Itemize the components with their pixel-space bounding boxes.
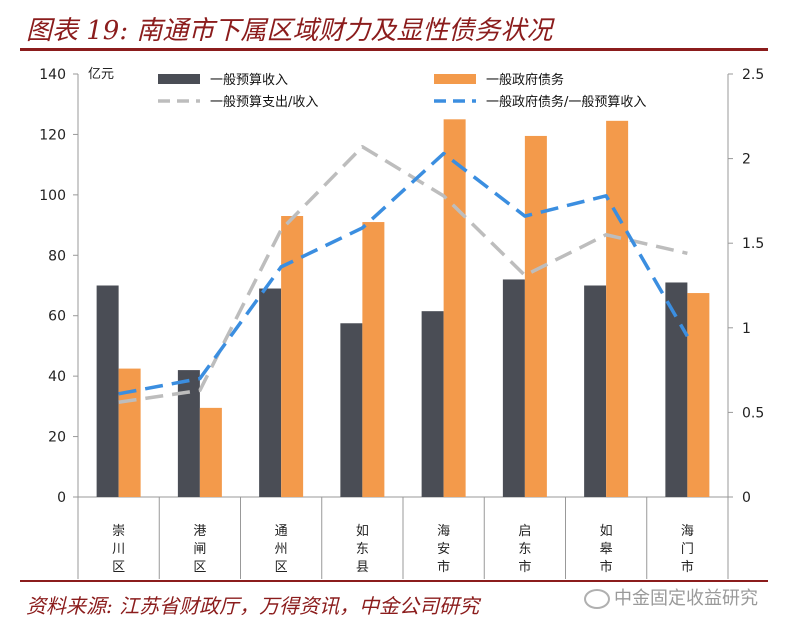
- x-tick-label: 市: [600, 559, 613, 575]
- debt-bar: [281, 216, 304, 497]
- revenue-bar: [177, 370, 200, 497]
- y2-tick-label: 1.5: [742, 236, 764, 252]
- legend-swatch-revenue: [158, 74, 200, 84]
- y-tick-label: 20: [48, 430, 66, 446]
- x-tick-label: 州: [275, 542, 288, 557]
- y-tick-label: 40: [48, 369, 66, 385]
- revenue-bar: [259, 288, 282, 497]
- y-tick-label: 80: [48, 248, 66, 264]
- legend: 一般预算收入 一般政府债务 一般预算支出/收入 一般政府债务/一般预算收入: [158, 72, 646, 110]
- revenue-bar: [502, 279, 525, 497]
- x-tick-label: 区: [275, 560, 288, 575]
- x-tick-label: 海: [437, 524, 450, 539]
- x-tick-label: 县: [356, 560, 369, 575]
- y2-tick-label: 0: [742, 490, 751, 506]
- x-tick-label: 港: [193, 524, 206, 539]
- y2-tick-label: 0.5: [742, 405, 764, 421]
- x-tick-label: 区: [112, 560, 125, 575]
- x-tick-label: 市: [518, 559, 531, 575]
- revenue-bar: [340, 323, 363, 497]
- revenue-bar: [584, 285, 607, 497]
- legend-label-expenditure-ratio: 一般预算支出/收入: [210, 94, 318, 110]
- watermark-text: 中金固定收益研究: [614, 588, 758, 609]
- y-tick-label: 100: [39, 188, 66, 204]
- debt-ratio-line: [118, 151, 689, 396]
- debt-bar: [606, 120, 629, 497]
- x-tick-label: 东: [356, 542, 369, 557]
- y2-tick-label: 2.5: [742, 67, 764, 83]
- expenditure-ratio-line: [118, 145, 688, 404]
- x-tick-label: 皋: [600, 542, 613, 557]
- x-tick-label: 闸: [193, 542, 206, 557]
- x-tick-label: 通: [275, 524, 288, 539]
- figure-title: 图表 19: 南通市下属区域财力及显性债务状况: [26, 16, 553, 46]
- debt-bar: [524, 135, 547, 498]
- y2-tick-label: 2: [742, 152, 751, 168]
- x-tick-label: 崇: [112, 524, 125, 539]
- y2-tick-label: 1: [742, 321, 751, 337]
- y-tick-label: 120: [39, 127, 66, 143]
- debt-bar: [199, 407, 222, 497]
- x-tick-label: 安: [437, 542, 450, 557]
- debt-bar: [118, 368, 141, 497]
- debt-bar: [687, 293, 710, 497]
- y-tick-label: 140: [39, 67, 66, 83]
- legend-label-debt-ratio: 一般政府债务/一般预算收入: [486, 94, 646, 110]
- revenue-bar: [96, 285, 119, 497]
- x-tick-label: 川: [112, 542, 125, 557]
- legend-swatch-debt: [434, 74, 476, 84]
- legend-label-debt: 一般政府债务: [486, 72, 564, 88]
- y-axis-unit-label: 亿元: [88, 67, 114, 82]
- legend-label-revenue: 一般预算收入: [210, 72, 288, 88]
- y-tick-label: 0: [57, 490, 66, 506]
- x-tick-label: 市: [681, 559, 694, 575]
- y-tick-label: 60: [48, 309, 66, 325]
- wechat-icon: [584, 589, 610, 609]
- x-tick-label: 市: [437, 559, 450, 575]
- watermark: 中金固定收益研究: [584, 584, 758, 610]
- revenue-bar: [421, 311, 444, 497]
- revenue-bar: [665, 282, 688, 497]
- debt-bar: [443, 119, 466, 498]
- source-note: 资料来源: 江苏省财政厅，万得资讯，中金公司研究: [26, 594, 480, 618]
- debt-bar: [362, 222, 385, 498]
- x-tick-label: 东: [518, 542, 531, 557]
- x-tick-label: 如: [600, 523, 613, 539]
- x-tick-label: 如: [356, 523, 369, 539]
- x-tick-label: 启: [518, 524, 531, 539]
- x-tick-label: 门: [681, 542, 694, 557]
- footer-divider: [20, 580, 768, 582]
- title-divider: [20, 48, 768, 51]
- x-tick-label: 区: [193, 560, 206, 575]
- x-tick-label: 海: [681, 524, 694, 539]
